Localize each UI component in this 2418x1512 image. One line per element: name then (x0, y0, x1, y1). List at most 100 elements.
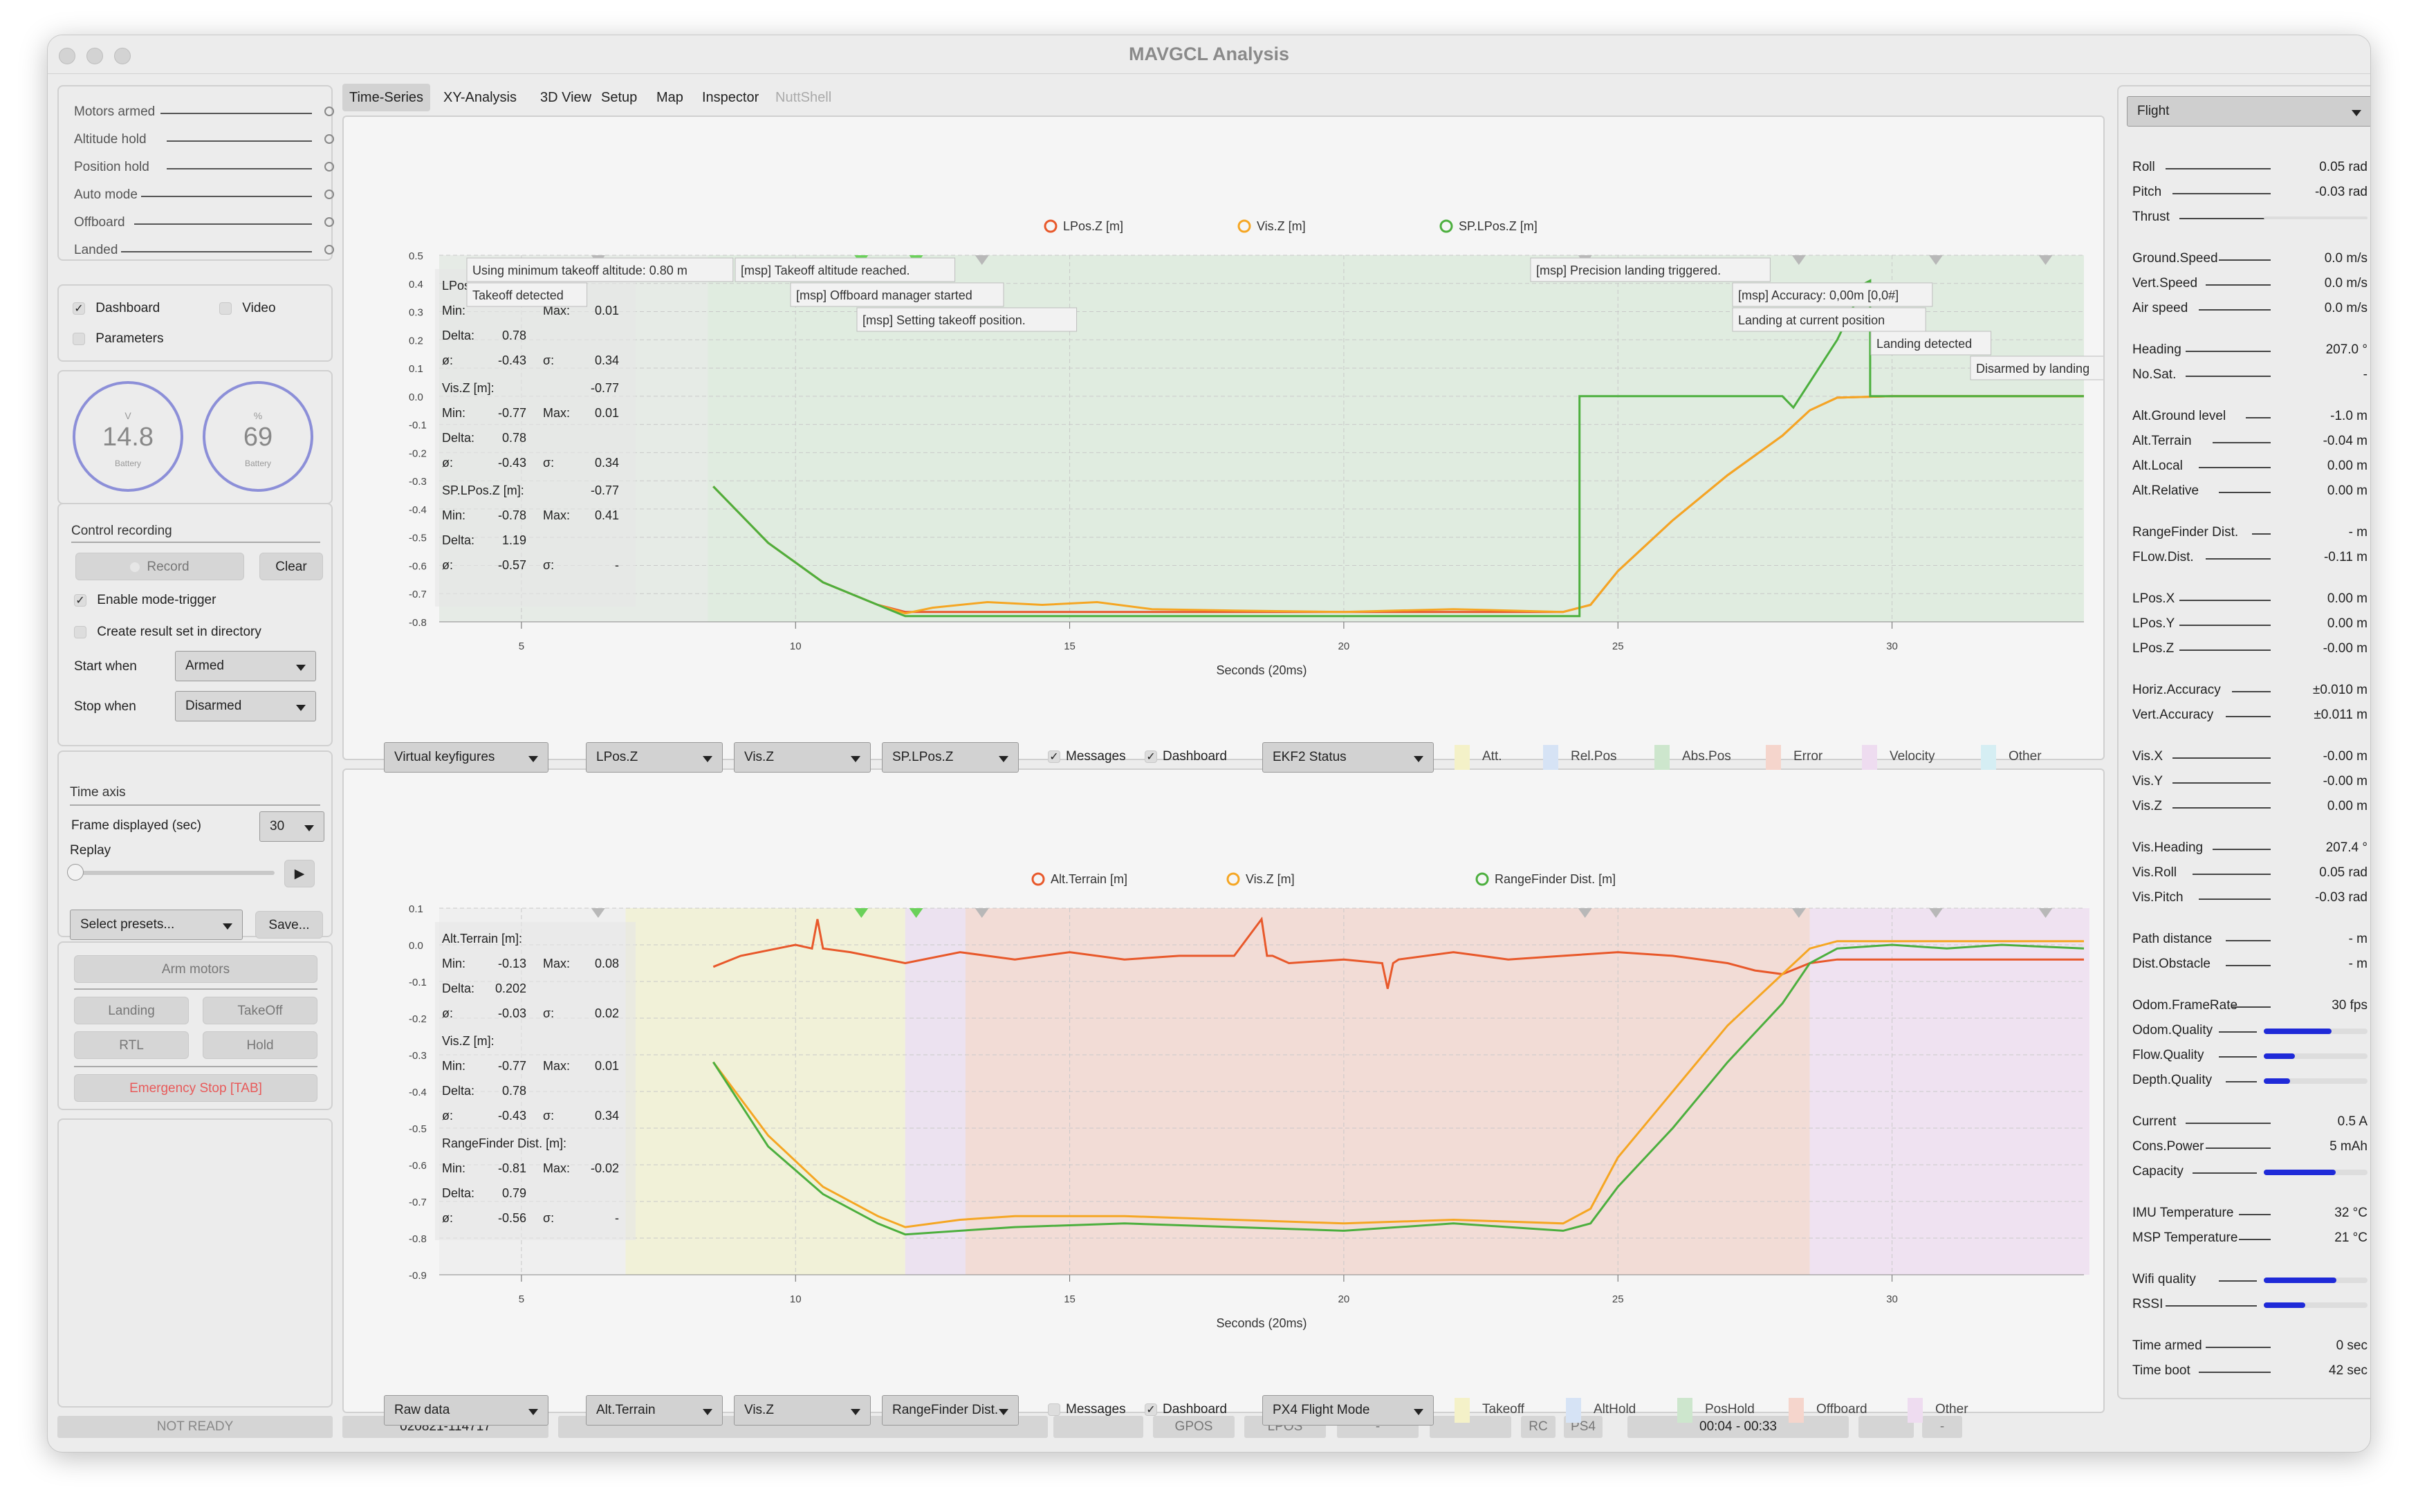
stats-value: - (615, 558, 619, 572)
dashboard-checkbox[interactable]: ✓ (73, 302, 85, 315)
stats-label: Delta: (442, 329, 474, 342)
tab-3d-view[interactable]: 3D View (540, 90, 592, 105)
telemetry-value: -1.0 m (2330, 409, 2368, 423)
stats-label: Delta: (442, 1186, 474, 1200)
stop-when-value: Disarmed (185, 699, 242, 713)
close-window-button[interactable] (59, 48, 75, 64)
telemetry-value: ±0.011 m (2314, 708, 2368, 722)
status-label: Position hold (74, 160, 149, 174)
message-marker[interactable] (1928, 908, 1943, 918)
rtl-button[interactable]: RTL (74, 1031, 189, 1059)
overlay-status-select[interactable]: EKF2 Status (1262, 742, 1434, 773)
frame-select[interactable]: 30 (259, 811, 324, 842)
replay-slider-handle[interactable] (67, 864, 84, 881)
messages-checkbox[interactable] (1048, 1403, 1060, 1416)
messages-option[interactable]: ✓ Messages (1048, 749, 1126, 764)
emergency-stop-button[interactable]: Emergency Stop [TAB] (74, 1074, 317, 1102)
tab-setup[interactable]: Setup (601, 90, 638, 105)
zoom-window-button[interactable] (114, 48, 131, 64)
chart1-controls-s2-select[interactable]: Vis.Z (734, 742, 871, 773)
message-marker[interactable] (2038, 908, 2053, 918)
tab-map[interactable]: Map (656, 90, 683, 105)
telemetry-label: Pitch (2132, 185, 2162, 199)
arm-motors-button[interactable]: Arm motors (74, 955, 317, 983)
video-checkbox[interactable] (219, 302, 232, 315)
chart2-controls-s3-select[interactable]: RangeFinder Dist. (882, 1395, 1019, 1426)
chart1-controls-s1-select[interactable]: LPos.Z (586, 742, 723, 773)
create-result-option[interactable]: Create result set in directory (74, 625, 261, 640)
mode-trigger-option[interactable]: ✓ Enable mode-trigger (74, 593, 216, 608)
save-preset-button[interactable]: Save... (255, 911, 323, 939)
parameters-option[interactable]: Parameters (73, 331, 163, 347)
messages-checkbox[interactable]: ✓ (1048, 750, 1060, 763)
create-result-checkbox[interactable] (74, 625, 86, 638)
telemetry-bar (2264, 1053, 2368, 1059)
start-when-select[interactable]: Armed (175, 651, 316, 681)
telemetry-label: Time armed (2132, 1338, 2202, 1353)
message-marker[interactable] (1578, 908, 1592, 918)
tab-inspector[interactable]: Inspector (702, 90, 759, 105)
legend-entry: Vis.Z [m] (1246, 872, 1295, 886)
telemetry-alt-ground-level: Alt.Ground level -1.0 m (2132, 405, 2368, 430)
play-button[interactable]: ▶ (284, 860, 315, 887)
video-option[interactable]: Video (219, 301, 276, 316)
dashboard-overlay-option[interactable]: ✓ Dashboard (1145, 749, 1227, 764)
legend-marker (1031, 872, 1045, 886)
clear-button[interactable]: Clear (259, 553, 323, 580)
select-value: Alt.Terrain (596, 1403, 656, 1417)
message-marker[interactable] (2038, 255, 2053, 265)
dashboard-overlay-option[interactable]: ✓ Dashboard (1145, 1402, 1227, 1417)
tab-time-series[interactable]: Time-Series (342, 84, 431, 111)
overlay-status-select[interactable]: PX4 Flight Mode (1262, 1395, 1434, 1426)
chart2-controls-s2-select[interactable]: Vis.Z (734, 1395, 871, 1426)
legend-label: PosHold (1705, 1402, 1755, 1417)
mode-trigger-checkbox[interactable]: ✓ (74, 593, 86, 607)
messages-option[interactable]: Messages (1048, 1402, 1126, 1417)
takeoff-button[interactable]: TakeOff (203, 997, 317, 1024)
dashboard-overlay-checkbox[interactable]: ✓ (1145, 1403, 1157, 1416)
message-marker[interactable] (591, 908, 605, 918)
status-row: Offboard (74, 210, 337, 237)
message-marker[interactable] (1791, 255, 1806, 265)
message-marker[interactable] (854, 908, 869, 918)
parameters-checkbox[interactable] (73, 332, 85, 345)
minimize-window-button[interactable] (86, 48, 103, 64)
dashboard-option[interactable]: ✓ Dashboard (73, 301, 160, 316)
tab-nuttshell[interactable]: NuttShell (775, 90, 832, 105)
legend-label: Att. (1482, 749, 1502, 764)
landing-button[interactable]: Landing (74, 997, 189, 1024)
message-text: [msp] Offboard manager started (796, 288, 972, 302)
message-marker[interactable] (975, 255, 989, 265)
record-button[interactable]: Record (75, 553, 244, 580)
presets-select[interactable]: Select presets... (70, 910, 243, 940)
status-line (167, 140, 312, 142)
message-box (466, 257, 734, 282)
dashboard-overlay-checkbox[interactable]: ✓ (1145, 750, 1157, 763)
stop-when-select[interactable]: Disarmed (175, 691, 316, 721)
message-marker[interactable] (1791, 908, 1806, 918)
telemetry-line (2212, 849, 2271, 850)
hold-button[interactable]: Hold (203, 1031, 317, 1059)
message-marker[interactable] (1928, 255, 1943, 265)
message-marker[interactable] (975, 908, 989, 918)
x-axis-label: Seconds (20ms) (1216, 663, 1307, 677)
bottom-chart[interactable]: 0.10.0-0.1-0.2-0.3-0.4-0.5-0.6-0.7-0.8-0… (344, 770, 2103, 1412)
chart1-controls-s3-select[interactable]: SP.LPos.Z (882, 742, 1019, 773)
chevron-down-icon (528, 1409, 538, 1415)
telemetry-value: 0.00 m (2327, 591, 2368, 606)
replay-slider[interactable] (74, 871, 275, 875)
message-marker[interactable] (909, 908, 923, 918)
tab-xy-analysis[interactable]: XY-Analysis (443, 90, 517, 105)
mode-select[interactable]: Flight (2127, 96, 2370, 127)
telemetry-vis-z: Vis.Z 0.00 m (2132, 795, 2368, 820)
y-tick-label: -0.2 (409, 448, 427, 459)
chart1-controls-preset-select[interactable]: Virtual keyfigures (384, 742, 548, 773)
telemetry-value: - m (2348, 525, 2368, 540)
telemetry-label: Current (2132, 1114, 2177, 1129)
gauge-value: 69 (243, 423, 273, 452)
telemetry-label: RSSI (2132, 1297, 2163, 1311)
telemetry-line (2206, 558, 2271, 560)
chart2-controls-s1-select[interactable]: Alt.Terrain (586, 1395, 723, 1426)
top-chart[interactable]: 0.50.40.30.20.10.0-0.1-0.2-0.3-0.4-0.5-0… (344, 117, 2111, 759)
chart2-controls-preset-select[interactable]: Raw data (384, 1395, 548, 1426)
